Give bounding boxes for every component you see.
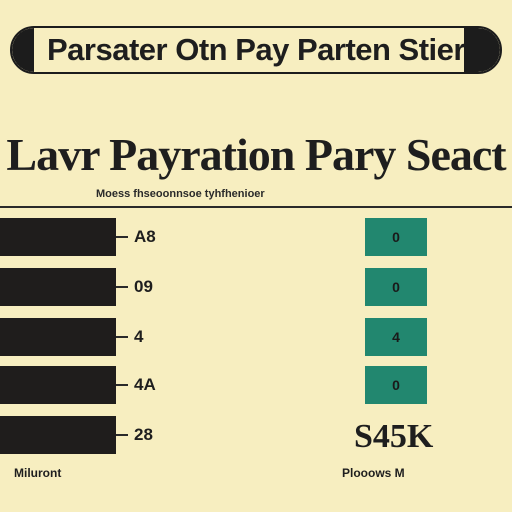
title-banner: Parsater Otn Pay Parten Stier (10, 26, 502, 74)
row-label: 4A (134, 375, 156, 394)
row-label: 4 (134, 327, 144, 346)
row-tick (116, 236, 128, 238)
row-bar (0, 218, 116, 256)
row-label: A8 (134, 227, 156, 246)
row-badge: 0 (365, 268, 427, 306)
banner-title: Parsater Otn Pay Parten Stier (47, 32, 465, 67)
row-badge: 0 (365, 218, 427, 256)
row-tick (116, 434, 128, 436)
row-label: 09 (134, 277, 153, 296)
row-bar (0, 268, 116, 306)
row-tick (116, 384, 128, 386)
banner-right-cap (464, 28, 500, 72)
row-tick (116, 286, 128, 288)
footer-right-label: Plooows M (342, 466, 405, 480)
total-value: S45K (354, 418, 434, 455)
row-bar (0, 318, 116, 356)
row-badge: 4 (365, 318, 427, 356)
page-heading: Lavr Payration Pary Seact (6, 129, 506, 180)
banner-left-cap (12, 28, 34, 72)
page-subheading: Moess fhseoonnsoe tyhfhenioer (96, 188, 265, 200)
row-bar (0, 366, 116, 404)
row-bar (0, 416, 116, 454)
row-tick (116, 336, 128, 338)
divider (0, 206, 512, 208)
footer-left-label: Miluront (14, 466, 62, 480)
row-badge: 0 (365, 366, 427, 404)
row-label: 28 (134, 425, 153, 444)
